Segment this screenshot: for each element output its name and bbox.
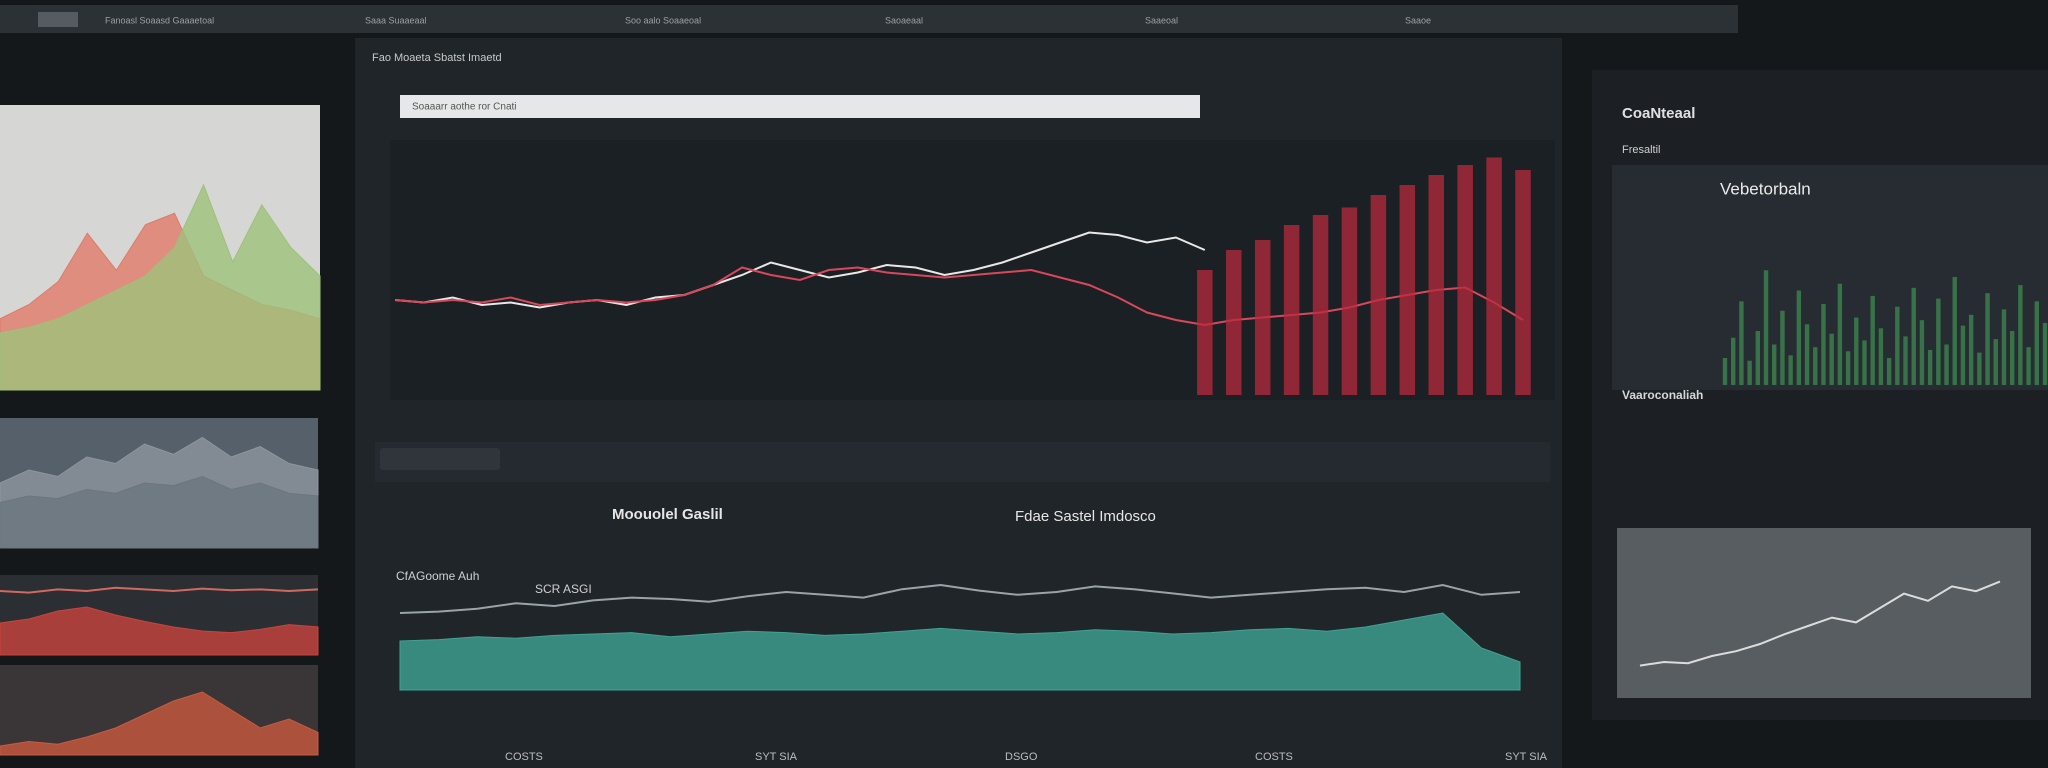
- section-title: Vaaroconaliah: [1622, 388, 1703, 402]
- bar: [1821, 304, 1826, 385]
- tab[interactable]: Saaoe: [1405, 15, 1431, 25]
- search-bar[interactable]: [400, 95, 1200, 118]
- bar: [1911, 287, 1916, 385]
- bar: [1370, 195, 1387, 395]
- bar: [1747, 360, 1752, 385]
- bar: [1486, 157, 1502, 395]
- footer-label: COSTS: [1255, 751, 1293, 763]
- bar: [1341, 207, 1358, 395]
- footer-label: COSTS: [505, 751, 543, 763]
- bar: [1960, 325, 1966, 385]
- bar: [1788, 355, 1793, 385]
- line: [394, 231, 1206, 309]
- bar: [1919, 320, 1925, 385]
- bar: [2026, 347, 2031, 385]
- bar: [1977, 352, 1982, 385]
- bar: [1968, 314, 1974, 385]
- bar: [2009, 331, 2015, 385]
- bar: [1722, 358, 1728, 385]
- footer: COSTS SYT SIA DSGO COSTS SYT SIA: [505, 751, 1548, 763]
- label: SCR ASGI: [535, 582, 592, 596]
- bar: [1197, 270, 1213, 395]
- bar: [2001, 309, 2007, 385]
- bar: [1878, 328, 1884, 385]
- bar: [1903, 336, 1908, 385]
- bar: [1845, 351, 1851, 385]
- bar: [1457, 165, 1473, 395]
- area: [399, 612, 1521, 691]
- bar: [2042, 322, 2048, 385]
- tab[interactable]: Saaa Suaaeaal: [365, 15, 427, 25]
- tab[interactable]: Saaeoal: [1145, 15, 1178, 25]
- line: [1639, 580, 2001, 667]
- bar: [1804, 324, 1810, 385]
- bar: [1755, 331, 1761, 385]
- line: [0, 586, 319, 594]
- area: [0, 183, 321, 391]
- area: [0, 606, 319, 656]
- bar: [1226, 250, 1242, 395]
- bar: [1993, 339, 1998, 385]
- search-placeholder: Soaaarr aothe ror Cnati: [412, 102, 517, 113]
- bar: [2034, 301, 2039, 385]
- panel-title: CoaNteaal: [1622, 105, 1695, 122]
- bar: [1515, 170, 1531, 395]
- bar: [1399, 185, 1416, 395]
- bar: [1254, 240, 1271, 395]
- top-bar: [0, 5, 1738, 33]
- footer-label: SYT SIA: [1505, 751, 1548, 763]
- bar: [1837, 283, 1843, 385]
- line: [394, 266, 1524, 327]
- label: CfAGoome Auh: [396, 569, 479, 583]
- bar: [1944, 344, 1949, 385]
- bar: [1829, 333, 1834, 385]
- bar: [1854, 317, 1859, 385]
- charts: [0, 105, 2048, 756]
- bar: [1927, 349, 1933, 385]
- footer-label: SYT SIA: [755, 751, 798, 763]
- bar: [1985, 293, 1990, 385]
- chart-subtitle: Fdae Sastel Imdosco: [1015, 508, 1156, 525]
- bar: [1870, 295, 1875, 385]
- bar: [1813, 347, 1818, 385]
- area: [0, 691, 319, 756]
- bar: [1895, 306, 1900, 385]
- footer-label: DSGO: [1005, 751, 1038, 763]
- bar: [1862, 340, 1867, 385]
- chart-frame: [1617, 528, 2031, 698]
- chart-title: Vebetorbaln: [1720, 179, 1811, 198]
- panel-title: Fao Moaeta Sbatst Imaetd: [372, 52, 502, 64]
- bar: [1936, 298, 1941, 385]
- menu-button[interactable]: [38, 12, 78, 27]
- bar: [1312, 215, 1329, 395]
- bar: [1952, 277, 1957, 385]
- filter-row: [375, 442, 1550, 482]
- tab[interactable]: Fanoasl Soaasd Gaaaetoal: [105, 15, 214, 25]
- bar: [1739, 301, 1744, 385]
- bar: [2018, 285, 2023, 385]
- bar: [1796, 290, 1802, 385]
- tab[interactable]: Saoaeaal: [885, 15, 923, 25]
- tab[interactable]: Soo aalo Soaaeoal: [625, 15, 701, 25]
- bar: [1283, 225, 1300, 395]
- chart-title: Moouolel Gaslil: [612, 506, 723, 523]
- filter-button[interactable]: [380, 448, 500, 470]
- bar: [1731, 337, 1736, 385]
- bar: [1772, 344, 1777, 385]
- area: [0, 475, 319, 549]
- bar: [1780, 310, 1785, 385]
- line: [399, 583, 1521, 614]
- bar: [1763, 270, 1769, 385]
- bar: [1428, 175, 1444, 395]
- bar: [1886, 358, 1892, 385]
- tabs: Fanoasl Soaasd Gaaaetoal Saaa Suaaeaal Soo…: [105, 15, 1431, 25]
- panel-subtitle: Fresaltil: [1622, 144, 1661, 156]
